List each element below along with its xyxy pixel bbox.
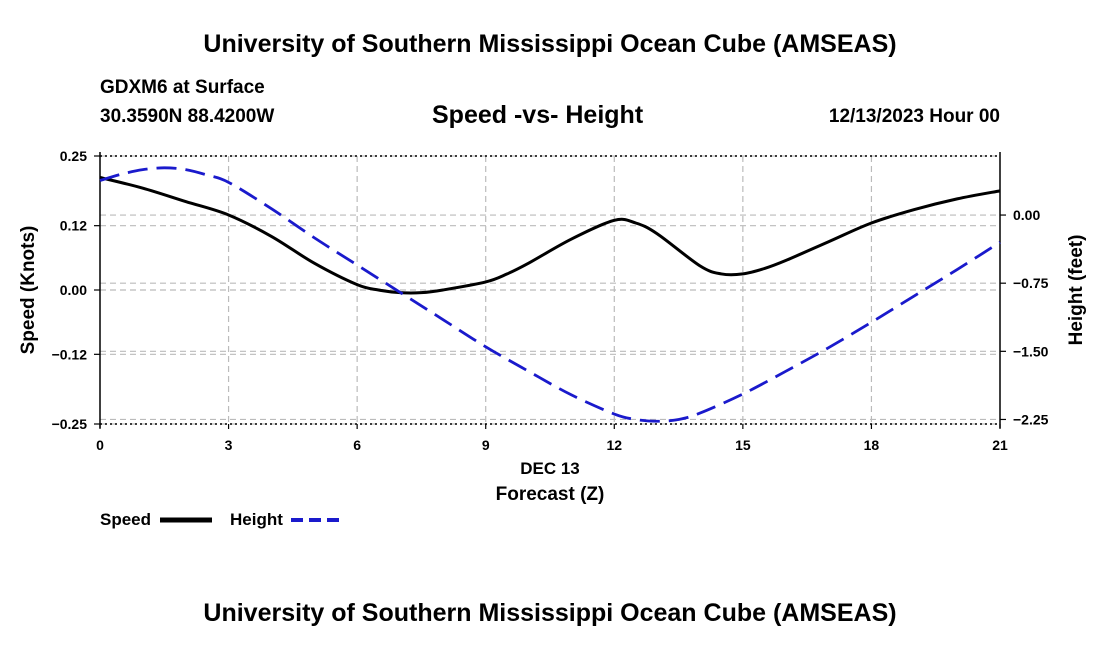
y2-tick-label-3: −2.25 <box>1013 411 1049 427</box>
y-tick-label-3: −0.12 <box>52 346 88 362</box>
series-layer <box>99 166 1001 423</box>
coordinates-label: 30.3590N 88.4200W <box>100 106 275 127</box>
legend: Speed Height <box>100 510 343 529</box>
chart-title: Speed -vs- Height <box>432 101 644 129</box>
y-axis-ticks: 0.25 0.12 0.00 −0.12 −0.25 <box>52 148 100 432</box>
x-tick-label-4: 12 <box>606 437 622 453</box>
y-tick-label-0: 0.25 <box>60 148 87 164</box>
x-tick-label-7: 21 <box>992 437 1008 453</box>
y2-axis-ticks: 0.00 −0.75 −1.50 −2.25 <box>1000 207 1049 427</box>
x-tick-label-5: 15 <box>735 437 751 453</box>
y2-tick-label-2: −1.50 <box>1013 343 1049 359</box>
grid <box>100 155 1000 425</box>
y2-tick-label-1: −0.75 <box>1013 275 1049 291</box>
series-line-height <box>99 166 1001 423</box>
x-tick-label-2: 6 <box>353 437 361 453</box>
page-title-bottom: University of Southern Mississippi Ocean… <box>203 599 897 627</box>
series-line-speed <box>99 175 1001 295</box>
y2-tick-label-0: 0.00 <box>1013 207 1040 223</box>
station-label: GDXM6 at Surface <box>100 77 265 98</box>
x-axis-ticks: 0 3 6 9 12 15 18 21 <box>96 424 1008 453</box>
y-axis-label: Speed (Knots) <box>18 226 39 355</box>
x-axis-label: Forecast (Z) <box>496 484 605 505</box>
x-tick-label-1: 3 <box>225 437 233 453</box>
page-title-top: University of Southern Mississippi Ocean… <box>203 30 897 58</box>
y-tick-label-2: 0.00 <box>60 282 87 298</box>
x-axis-sublabel: DEC 13 <box>520 459 580 478</box>
legend-height-label: Height <box>230 510 283 529</box>
y-tick-label-1: 0.12 <box>60 218 87 234</box>
y-tick-label-4: −0.25 <box>52 416 88 432</box>
date-label: 12/13/2023 Hour 00 <box>828 106 1000 127</box>
legend-speed-label: Speed <box>100 510 151 529</box>
x-tick-label-0: 0 <box>96 437 104 453</box>
x-tick-label-3: 9 <box>482 437 490 453</box>
y2-axis-label: Height (feet) <box>1066 235 1087 346</box>
x-tick-label-6: 18 <box>864 437 880 453</box>
